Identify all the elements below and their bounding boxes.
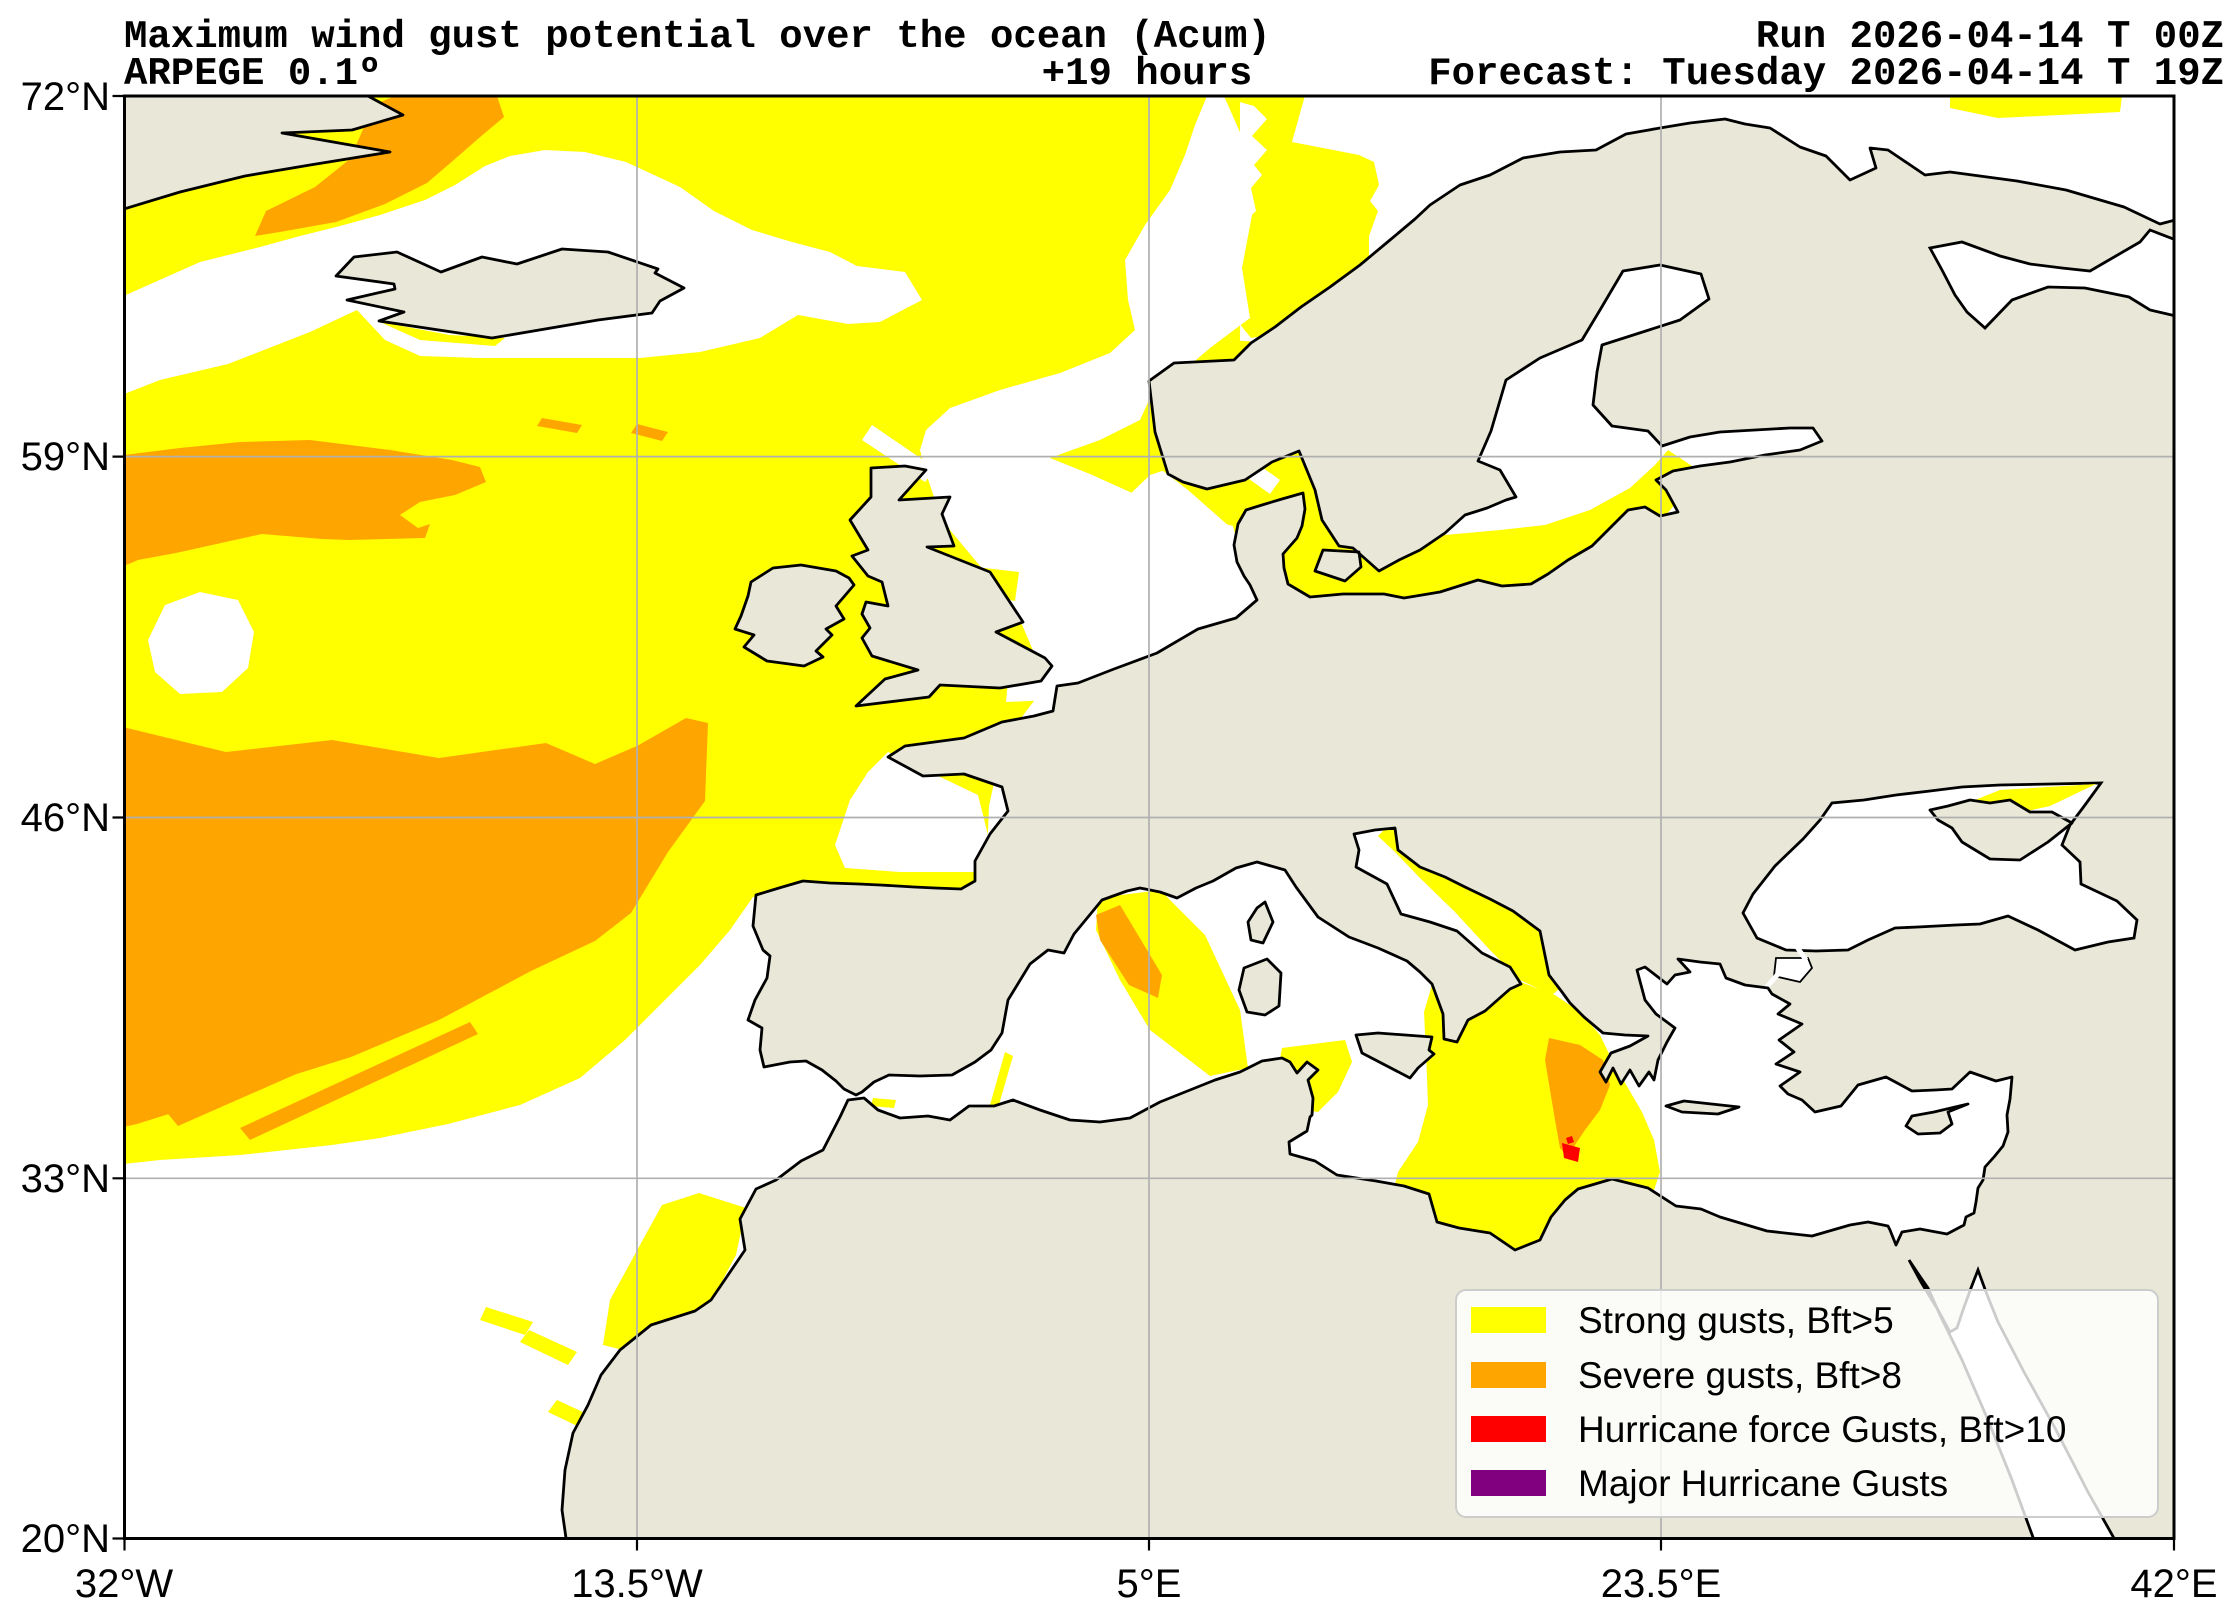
svg-text:ARPEGE 0.1º: ARPEGE 0.1º: [124, 52, 381, 96]
svg-text:Run 2026-04-14 T 00Z: Run 2026-04-14 T 00Z: [1756, 15, 2224, 59]
svg-text:46°N: 46°N: [21, 796, 110, 840]
svg-text:+19 hours: +19 hours: [1042, 52, 1253, 96]
svg-text:Severe gusts, Bft>8: Severe gusts, Bft>8: [1578, 1355, 1902, 1396]
svg-text:20°N: 20°N: [21, 1517, 110, 1561]
svg-text:Forecast: Tuesday 2026-04-14 T: Forecast: Tuesday 2026-04-14 T 19Z: [1428, 52, 2224, 96]
svg-text:13.5°W: 13.5°W: [571, 1562, 703, 1604]
svg-text:33°N: 33°N: [21, 1157, 110, 1201]
svg-text:Major Hurricane Gusts: Major Hurricane Gusts: [1578, 1463, 1948, 1504]
svg-text:Hurricane force Gusts, Bft>10: Hurricane force Gusts, Bft>10: [1578, 1409, 2066, 1450]
svg-text:72°N: 72°N: [21, 75, 110, 119]
svg-text:5°E: 5°E: [1117, 1562, 1182, 1604]
svg-text:32°W: 32°W: [75, 1562, 173, 1604]
svg-text:23.5°E: 23.5°E: [1601, 1562, 1722, 1604]
svg-text:59°N: 59°N: [21, 435, 110, 479]
svg-text:42°E: 42°E: [2130, 1562, 2217, 1604]
svg-text:Maximum wind gust potential ov: Maximum wind gust potential over the oce…: [124, 15, 1271, 59]
svg-text:Strong gusts, Bft>5: Strong gusts, Bft>5: [1578, 1300, 1894, 1341]
